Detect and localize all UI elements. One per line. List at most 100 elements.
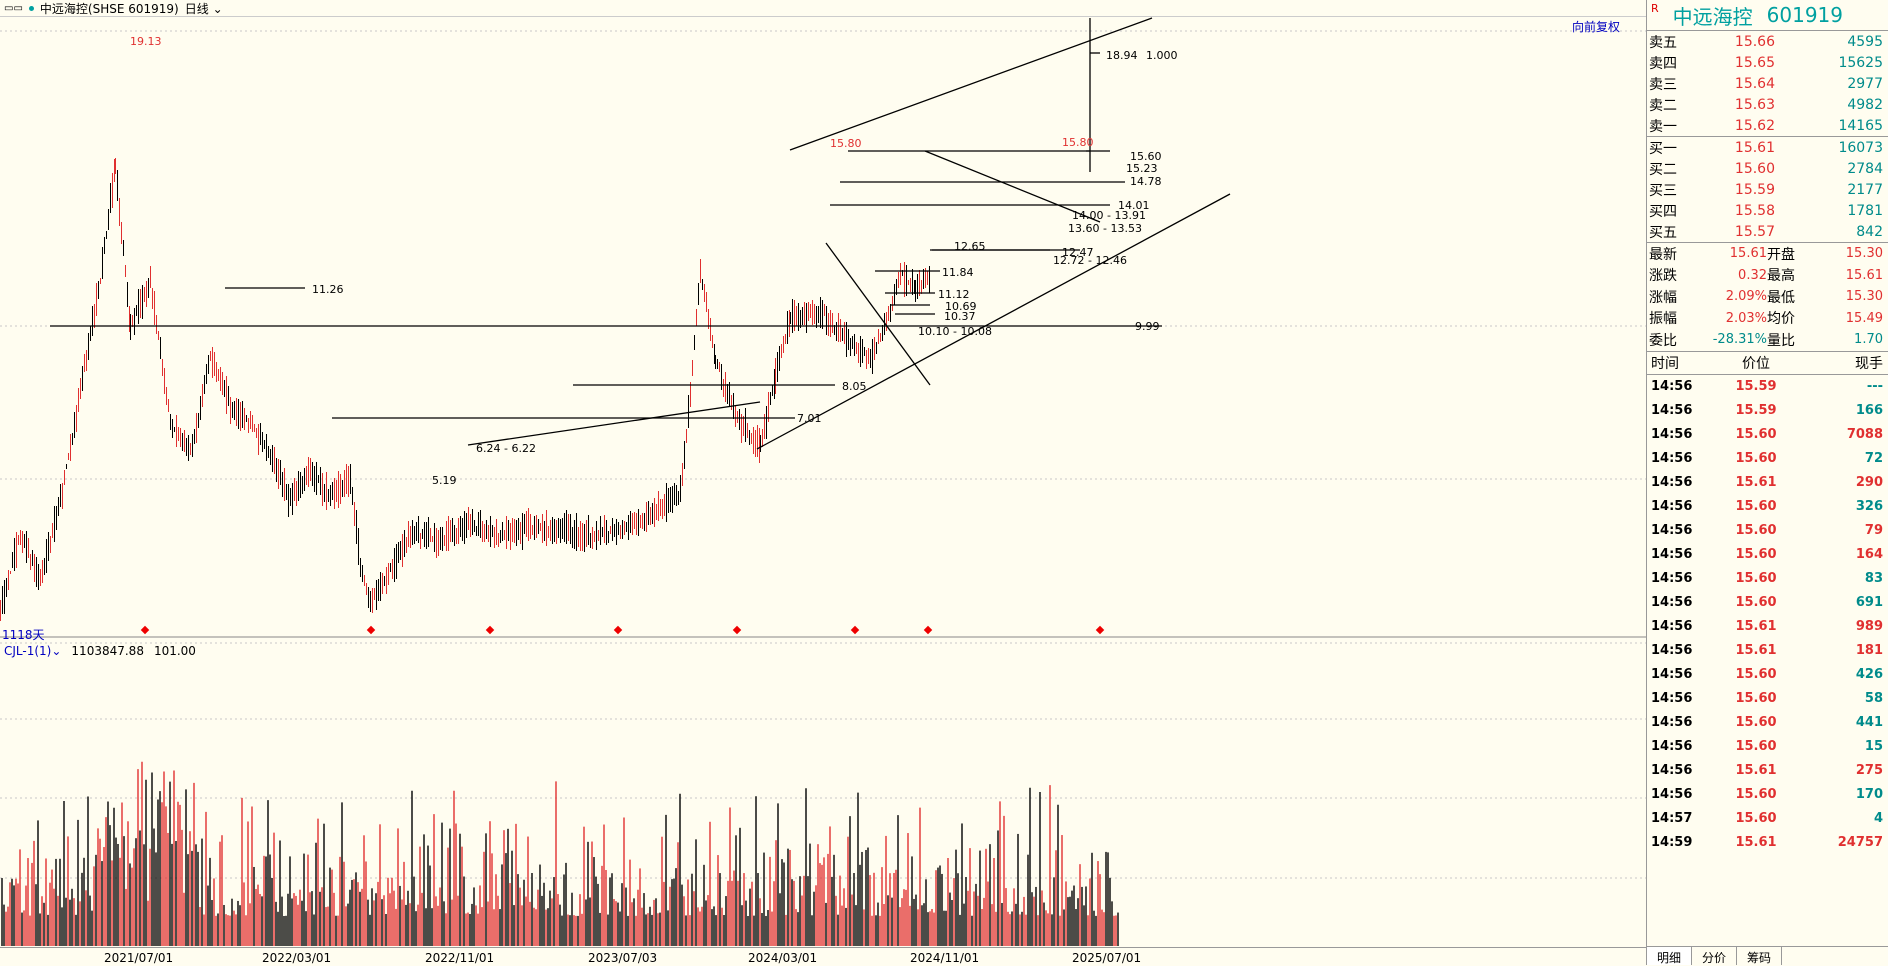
stat-value: 2.03% [1725,310,1767,326]
price-label: 15.80 [1062,136,1094,149]
ask-row[interactable]: 卖二 15.63 4982 [1647,94,1888,115]
stat-label: 均价 [1767,311,1795,328]
tick-row[interactable]: 14:56 15.60 164 [1647,543,1888,567]
stock-name: 中远海控 [1672,4,1753,29]
bid-row[interactable]: 买四 15.58 1781 [1647,200,1888,221]
ask-row[interactable]: 卖四 15.65 15625 [1647,52,1888,73]
tick-volume: 83 [1864,571,1883,586]
tick-volume: --- [1866,379,1883,394]
ask-price: 15.64 [1734,75,1775,92]
price-label: 11.26 [312,283,344,296]
tick-volume: 7088 [1846,427,1883,442]
ask-label: 卖一 [1649,118,1677,135]
bid-label: 买三 [1649,182,1677,199]
status-dot-icon [28,5,34,11]
tab-price-dist[interactable]: 分价 [1692,947,1738,965]
tick-row[interactable]: 14:56 15.60 15 [1647,735,1888,759]
tick-row[interactable]: 14:56 15.60 326 [1647,495,1888,519]
ask-volume: 15625 [1838,54,1883,71]
tick-price: 15.60 [1735,571,1777,586]
tick-price: 15.60 [1735,451,1777,466]
ask-price: 15.66 [1734,33,1775,50]
tick-time: 14:56 [1651,403,1693,418]
bid-row[interactable]: 买二 15.60 2784 [1647,158,1888,179]
ticks-list[interactable]: 14:56 15.59 --- 14:56 15.59 166 14:56 15.60 7088… [1647,375,1888,855]
stat-value: 15.30 [1845,246,1883,262]
tick-price: 15.61 [1735,475,1777,490]
tick-row[interactable]: 14:59 15.61 24757 [1647,831,1888,855]
col-vol: 现手 [1855,355,1883,372]
tick-row[interactable]: 14:56 15.59 --- [1647,375,1888,399]
signal-marker-icon [485,625,495,635]
stat-label: 开盘 [1767,246,1795,263]
tick-volume: 989 [1855,619,1883,634]
tick-row[interactable]: 14:56 15.59 166 [1647,399,1888,423]
date-tick: 2023/07/03 [588,951,658,965]
signal-marker-icon [732,625,742,635]
tick-volume: 181 [1855,643,1883,658]
tick-price: 15.60 [1735,667,1777,682]
volume-value: 1103847.88 [71,644,144,658]
trend-line [467,401,761,446]
price-label: 18.94 [1106,49,1138,62]
tick-row[interactable]: 14:56 15.60 441 [1647,711,1888,735]
ask-volume: 4982 [1847,96,1883,113]
ask-row[interactable]: 卖五 15.66 4595 [1647,31,1888,52]
tick-row[interactable]: 14:56 15.60 72 [1647,447,1888,471]
tab-detail[interactable]: 明细 [1647,947,1693,965]
price-label: 7.01 [797,412,822,425]
ask-label: 卖五 [1649,34,1677,51]
tick-row[interactable]: 14:56 15.60 691 [1647,591,1888,615]
tick-price: 15.60 [1735,547,1777,562]
tick-row[interactable]: 14:56 15.61 275 [1647,759,1888,783]
ask-label: 卖四 [1649,55,1677,72]
stat-label: 涨跌 [1649,268,1677,285]
tick-price: 15.60 [1735,787,1777,802]
chevron-down-icon: ⌄ [51,644,62,658]
ask-price: 15.62 [1734,117,1775,134]
tick-row[interactable]: 14:56 15.61 181 [1647,639,1888,663]
tick-row[interactable]: 14:56 15.61 989 [1647,615,1888,639]
ticks-header: 时间 价位 现手 [1647,352,1888,374]
tick-row[interactable]: 14:56 15.60 7088 [1647,423,1888,447]
trend-line [825,242,931,386]
adjust-mode-link[interactable]: 向前复权 [1572,20,1621,34]
col-price: 价位 [1742,355,1770,372]
ask-row[interactable]: 卖一 15.62 14165 [1647,115,1888,136]
tab-chips[interactable]: 筹码 [1737,947,1783,965]
tick-time: 14:56 [1651,379,1693,394]
tick-row[interactable]: 14:56 15.60 170 [1647,783,1888,807]
stats-row: 最新 15.61 开盘 15.30 [1647,243,1888,265]
tick-price: 15.60 [1735,691,1777,706]
volume-indicator-select[interactable]: CJL-1(1)⌄ [4,644,62,658]
bid-volume: 842 [1856,223,1883,240]
price-label: 6.24 - 6.22 [476,442,536,455]
tick-price: 15.61 [1735,835,1777,850]
tick-volume: 4 [1873,811,1883,826]
stats-row: 涨跌 0.32 最高 15.61 [1647,265,1888,287]
tick-time: 14:56 [1651,523,1693,538]
tick-row[interactable]: 14:56 15.60 79 [1647,519,1888,543]
price-label: 1.000 [1146,49,1178,62]
tick-row[interactable]: 14:57 15.60 4 [1647,807,1888,831]
kline-chart[interactable]: 19.13 11.26 5.19 6.24 - 6.22 7.01 8.05 9.99 15.… [0,17,1646,947]
bid-row[interactable]: 买三 15.59 2177 [1647,179,1888,200]
ask-label: 卖三 [1649,76,1677,93]
stat-value: 15.61 [1845,267,1883,283]
tick-volume: 15 [1864,739,1883,754]
period-select[interactable]: 日线 ⌄ [184,1,223,16]
tick-row[interactable]: 14:56 15.60 426 [1647,663,1888,687]
tick-row[interactable]: 14:56 15.60 58 [1647,687,1888,711]
kline-svg[interactable]: 19.13 11.26 5.19 6.24 - 6.22 7.01 8.05 9.99 15.… [0,17,1646,947]
ask-row[interactable]: 卖三 15.64 2977 [1647,73,1888,94]
stats-row: 涨幅 2.09% 最低 15.30 [1647,286,1888,308]
bid-row[interactable]: 买一 15.61 16073 [1647,137,1888,158]
quote-panel: R 中远海控 601919 卖五 15.66 4595 卖四 15.65 15625 卖三 1… [1646,0,1888,965]
window-controls-icon[interactable]: ▭▭ [4,2,23,14]
stock-code: 601919 [1766,3,1844,27]
tick-row[interactable]: 14:56 15.61 290 [1647,471,1888,495]
ask-volume: 4595 [1847,33,1883,50]
price-label: 11.84 [942,266,974,279]
tick-row[interactable]: 14:56 15.60 83 [1647,567,1888,591]
bid-row[interactable]: 买五 15.57 842 [1647,221,1888,242]
